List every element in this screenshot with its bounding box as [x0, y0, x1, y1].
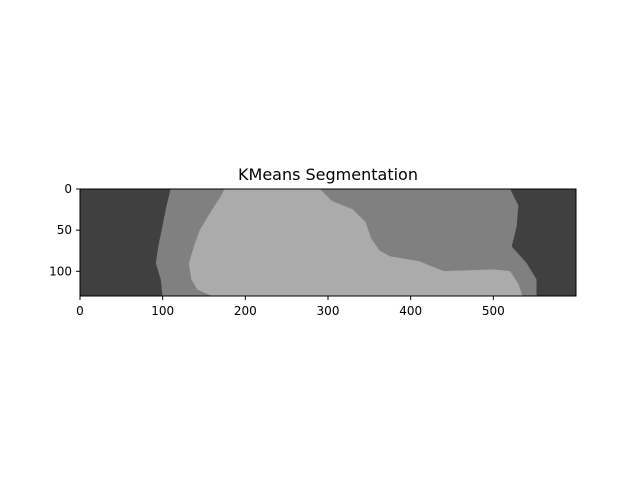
x-tick-label: 400: [399, 304, 422, 318]
x-tick-label: 200: [234, 304, 257, 318]
x-tick-label: 500: [482, 304, 505, 318]
y-tick-label: 100: [49, 264, 72, 278]
y-tick-label: 50: [57, 223, 72, 237]
x-tick-label: 0: [76, 304, 84, 318]
y-tick-label: 0: [64, 182, 72, 196]
segmentation-image: [80, 189, 576, 296]
plot-area: [79, 188, 577, 297]
chart-title: KMeans Segmentation: [238, 165, 418, 184]
cluster-light-region: [188, 189, 523, 296]
x-tick-label: 100: [151, 304, 174, 318]
x-tick-label: 300: [317, 304, 340, 318]
x-axis: 0 100 200 300 400 500: [76, 296, 505, 318]
y-axis: 0 50 100: [49, 182, 80, 278]
